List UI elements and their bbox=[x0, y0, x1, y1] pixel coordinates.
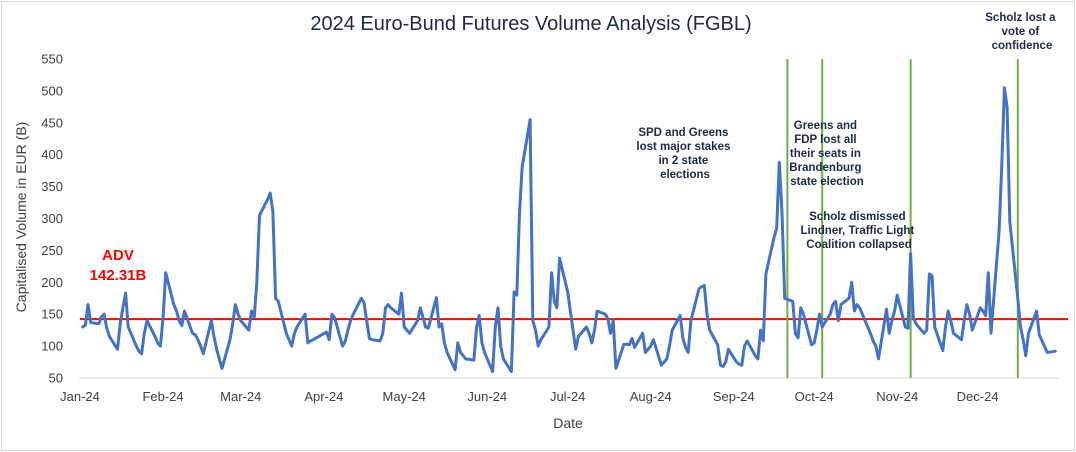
x-axis-title: Date bbox=[553, 415, 583, 431]
x-tick-labels: Jan-24 Feb-24 Mar-24 Apr-24 May-24 Jun-24 Jul-… bbox=[60, 389, 998, 404]
y-tick-label: 350 bbox=[41, 179, 63, 194]
x-tick-label: Oct-24 bbox=[795, 389, 834, 404]
y-axis-title: Capitalised Volume in EUR (B) bbox=[13, 122, 29, 313]
annotation-line: Coalition collapsed bbox=[806, 239, 911, 251]
x-tick-label: Feb-24 bbox=[142, 389, 183, 404]
annotation-line: confidence bbox=[992, 40, 1053, 52]
x-tick-label: Nov-24 bbox=[876, 389, 918, 404]
x-tick-label: Jun-24 bbox=[467, 389, 507, 404]
annotation-line: Scholz dismissed bbox=[809, 211, 906, 223]
annotation-line: their seats in bbox=[790, 148, 861, 160]
volume-series-line bbox=[81, 86, 1057, 374]
x-tick-label: Sep-24 bbox=[713, 389, 755, 404]
y-tick-label: 550 bbox=[41, 52, 63, 67]
annotation-line: Scholz lost a bbox=[985, 12, 1056, 24]
y-tick-label: 400 bbox=[41, 147, 63, 162]
annotation-brandenburg: Greens and FDP lost all their seats in B… bbox=[789, 120, 864, 188]
x-tick-label: Jul-24 bbox=[550, 389, 585, 404]
annotation-line: FDP lost all bbox=[794, 134, 856, 146]
annotation-line: in 2 state bbox=[658, 155, 708, 167]
annotation-line: vote of bbox=[1002, 26, 1040, 38]
annotation-line: Greens and bbox=[794, 120, 857, 132]
y-tick-label: 100 bbox=[41, 339, 63, 354]
x-tick-label: Jan-24 bbox=[60, 389, 100, 404]
chart-title: 2024 Euro-Bund Futures Volume Analysis (… bbox=[310, 13, 751, 35]
annotation-line: Lindner, Traffic Light bbox=[801, 225, 915, 237]
adv-reference: ADV 142.31B bbox=[80, 247, 1068, 321]
x-tick-label: May-24 bbox=[383, 389, 426, 404]
y-tick-label: 50 bbox=[49, 371, 63, 386]
x-tick-label: Dec-24 bbox=[957, 389, 999, 404]
x-tick-label: Mar-24 bbox=[220, 389, 261, 404]
x-tick-label: Aug-24 bbox=[630, 389, 672, 404]
annotation-state-elections: SPD and Greens lost major stakes in 2 st… bbox=[636, 127, 733, 181]
y-tick-label: 250 bbox=[41, 243, 63, 258]
annotation-line: lost major stakes bbox=[636, 141, 730, 153]
y-tick-labels: 50 100 150 200 250 300 350 400 450 500 550 bbox=[41, 52, 63, 386]
annotation-line: SPD and Greens bbox=[638, 127, 728, 139]
annotation-coalition-collapse: Scholz dismissed Lindner, Traffic Light … bbox=[801, 211, 918, 251]
x-tick-label: Apr-24 bbox=[304, 389, 343, 404]
y-tick-label: 300 bbox=[41, 211, 63, 226]
y-tick-label: 150 bbox=[41, 307, 63, 322]
annotation-line: elections bbox=[660, 169, 710, 181]
annotation-line: state election bbox=[790, 176, 864, 188]
y-tick-label: 500 bbox=[41, 83, 63, 98]
y-tick-label: 450 bbox=[41, 115, 63, 130]
adv-value-label: 142.31B bbox=[90, 267, 147, 284]
adv-label: ADV bbox=[102, 247, 134, 264]
annotation-confidence-vote: Scholz lost a vote of confidence bbox=[985, 12, 1059, 52]
y-tick-label: 200 bbox=[41, 275, 63, 290]
annotation-line: Brandenburg bbox=[789, 162, 861, 174]
